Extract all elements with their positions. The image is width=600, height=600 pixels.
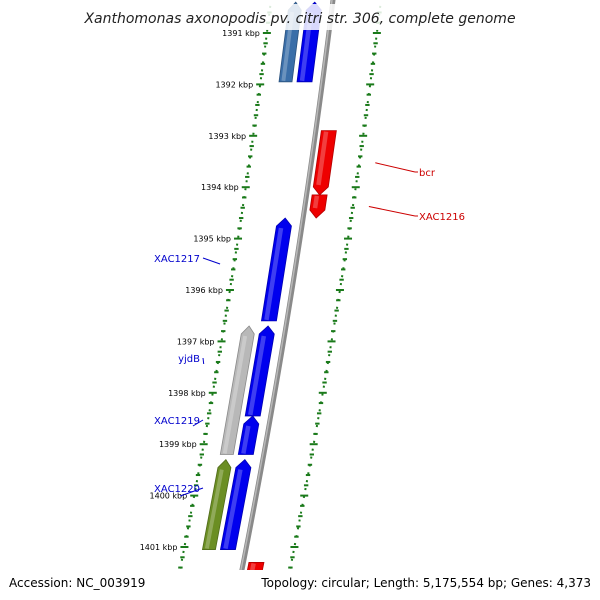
leader-g6 [202, 357, 205, 365]
title-backdrop [70, 4, 530, 30]
gene-highlight [222, 335, 248, 454]
leader-g3 [375, 162, 416, 173]
ruler-label: 1395 kbp [193, 235, 231, 244]
gene-g6[interactable] [219, 325, 255, 455]
ruler-label: 1398 kbp [168, 389, 206, 398]
gene-label-g6[interactable]: yjdB [178, 354, 200, 365]
gene-label-g3[interactable]: bcr [419, 168, 436, 179]
gene-label-g8[interactable]: XAC1219 [154, 416, 200, 427]
leader-g8 [192, 419, 204, 427]
gene-highlight [204, 469, 224, 549]
gene-g9[interactable] [219, 459, 252, 550]
leader-g9 [179, 487, 204, 497]
backbone-axis [233, 0, 336, 600]
gene-labels[interactable]: bcr XAC1216 XAC1217 yjdB XAC1219 XAC1220 [154, 168, 465, 495]
gene-highlight [312, 195, 320, 209]
map-title: Xanthomonas axonopodis pv. citri str. 30… [83, 11, 515, 27]
gene-g3[interactable] [312, 130, 337, 196]
gene-highlight [264, 227, 284, 321]
gene-g10[interactable] [201, 458, 232, 550]
accession-text: Accession: NC_003919 [9, 576, 145, 590]
ruler-label: 1397 kbp [177, 337, 215, 346]
ruler-label: 1401 kbp [140, 543, 178, 552]
gene-label-g5[interactable]: XAC1217 [154, 254, 200, 265]
backbone-highlight [234, 0, 333, 600]
ruler-label: 1396 kbp [185, 286, 223, 295]
gene-label-g4[interactable]: XAC1216 [419, 212, 465, 223]
ruler-label: 1392 kbp [215, 80, 253, 89]
gene-highlight [241, 425, 251, 454]
ruler-label: 1393 kbp [208, 132, 246, 141]
gene-features[interactable] [201, 1, 337, 599]
gene-g8[interactable] [237, 415, 260, 455]
leader-g5 [202, 257, 221, 265]
gene-highlight [223, 469, 243, 549]
gene-label-g9[interactable]: XAC1220 [154, 484, 200, 495]
gene-highlight [248, 335, 267, 416]
topology-text: Topology: circular; Length: 5,175,554 bp… [260, 576, 591, 590]
leader-g4 [368, 205, 416, 217]
ruler-label: 1400 kbp [150, 492, 188, 501]
gene-highlight [316, 131, 329, 186]
gene-g5[interactable] [260, 217, 292, 322]
ruler-label: 1394 kbp [201, 183, 239, 192]
footer-backdrop [0, 570, 600, 600]
gene-g4[interactable] [309, 194, 328, 219]
ruler-label: 1391 kbp [222, 29, 260, 38]
ruler-label: 1399 kbp [159, 440, 197, 449]
backbone-line [233, 0, 336, 600]
gene-label-leaders [179, 162, 418, 497]
